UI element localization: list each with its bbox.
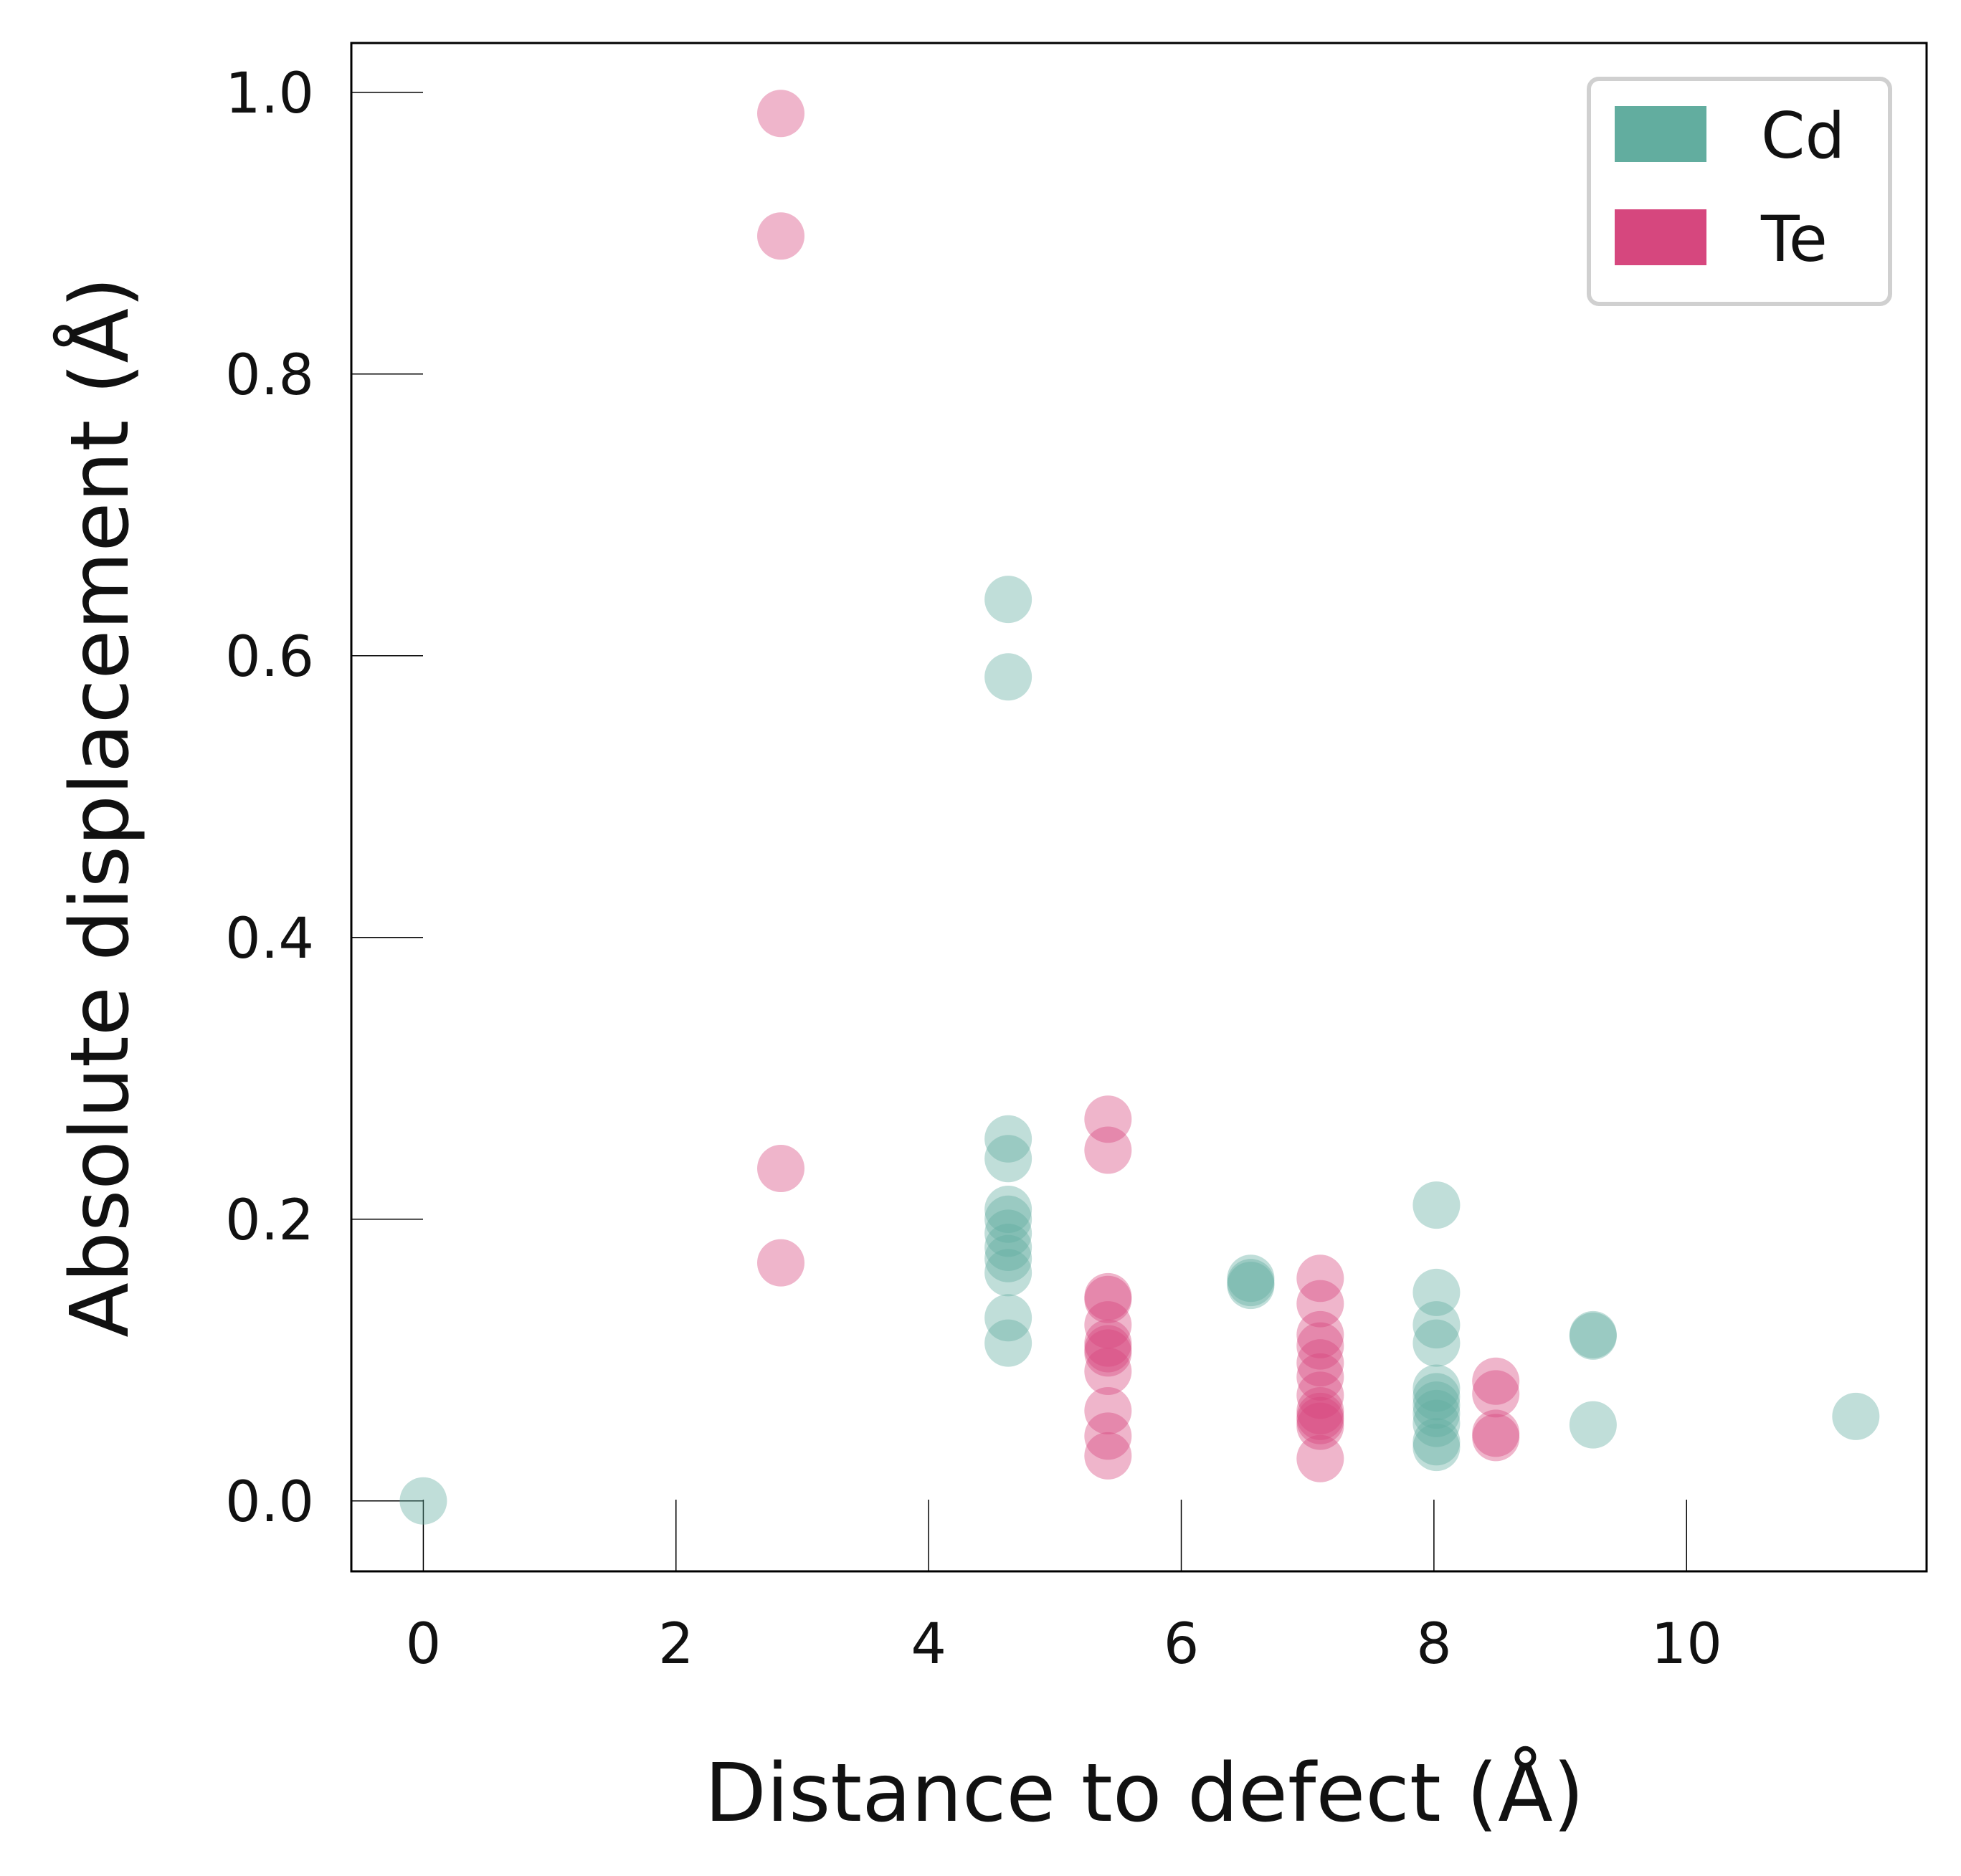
data-point-cd [984, 1135, 1032, 1183]
data-point-te [1084, 1329, 1132, 1377]
data-point-te [1084, 1319, 1132, 1367]
data-point-te [1296, 1353, 1344, 1401]
x-tick-label: 10 [1651, 1612, 1722, 1677]
data-point-cd [1412, 1181, 1461, 1229]
data-point-te [1296, 1434, 1344, 1482]
data-point-cd [1412, 1268, 1461, 1316]
data-point-cd [984, 1115, 1032, 1163]
data-point-te [1472, 1414, 1520, 1462]
data-point-cd [984, 1209, 1032, 1257]
data-point-cd [1412, 1389, 1461, 1437]
data-point-te [1472, 1370, 1520, 1418]
data-point-te [1084, 1325, 1132, 1373]
data-point-te [1084, 1275, 1132, 1323]
plot-frame [350, 42, 1928, 1573]
data-point-cd [1412, 1373, 1461, 1421]
data-point-te [757, 1239, 805, 1287]
y-tick-label: 0.2 [225, 1189, 314, 1253]
data-point-te [1296, 1386, 1344, 1434]
data-point-te [1472, 1409, 1520, 1457]
data-point-cd [1412, 1418, 1461, 1466]
data-point-cd [984, 576, 1032, 624]
data-point-cd [984, 1186, 1032, 1234]
x-tick-label: 2 [658, 1612, 694, 1677]
data-point-te [1472, 1357, 1520, 1405]
data-point-cd [984, 1294, 1032, 1342]
data-point-te [1296, 1254, 1344, 1303]
data-point-cd [984, 1195, 1032, 1243]
data-point-cd [1569, 1401, 1617, 1449]
data-point-te [1084, 1095, 1132, 1143]
data-point-cd [1412, 1399, 1461, 1447]
y-tick-label: 0.0 [225, 1470, 314, 1535]
data-point-cd [1412, 1301, 1461, 1349]
data-point-cd [1227, 1259, 1275, 1307]
x-tick-label: 0 [406, 1612, 442, 1677]
data-point-te [1084, 1386, 1132, 1434]
x-tick-label: 4 [911, 1612, 946, 1677]
data-point-cd [1227, 1254, 1275, 1303]
y-tick-label: 0.4 [225, 907, 314, 971]
data-point-te [757, 1145, 805, 1193]
y-tick-label: 0.6 [225, 625, 314, 690]
y-axis-title: Absolute displacement (Å) [53, 277, 147, 1338]
x-tick-label: 6 [1164, 1612, 1200, 1677]
data-point-cd [1412, 1364, 1461, 1412]
data-point-te [757, 90, 805, 138]
data-point-te [1084, 1432, 1132, 1480]
data-point-te [1296, 1396, 1344, 1444]
data-point-te [757, 212, 805, 260]
y-tick-label: 0.8 [225, 343, 314, 408]
legend-swatch-te [1615, 209, 1706, 265]
data-point-cd [1569, 1310, 1617, 1358]
x-tick-labels: 0 2 4 6 8 10 [406, 1612, 1722, 1677]
data-point-cd [399, 1477, 447, 1525]
data-point-te [1296, 1392, 1344, 1440]
legend-swatch-cd [1615, 106, 1706, 162]
data-point-te [1296, 1310, 1344, 1358]
data-point-te [1296, 1339, 1344, 1387]
data-point-te [1296, 1280, 1344, 1328]
data-point-te [1296, 1402, 1344, 1450]
data-points [399, 90, 1880, 1525]
data-point-cd [984, 1234, 1032, 1282]
data-point-cd [984, 1224, 1032, 1272]
legend: Cd Te [1587, 77, 1892, 306]
data-point-cd [1227, 1262, 1275, 1310]
data-point-cd [984, 1319, 1032, 1367]
x-axis-title: Distance to defect (Å) [705, 1746, 1585, 1840]
data-point-cd [984, 653, 1032, 701]
y-tick-labels: 0.0 0.2 0.4 0.6 0.8 1.0 [225, 62, 314, 1535]
axis-ticks [351, 92, 1688, 1571]
legend-label-te: Te [1760, 202, 1828, 276]
data-point-te [1084, 1301, 1132, 1349]
data-point-te [1296, 1322, 1344, 1370]
legend-label-cd: Cd [1761, 99, 1845, 173]
data-point-cd [1569, 1312, 1617, 1360]
data-point-cd [984, 1249, 1032, 1297]
data-point-te [1296, 1371, 1344, 1419]
data-point-cd [1412, 1381, 1461, 1429]
data-point-cd [1832, 1392, 1880, 1440]
data-point-cd [1412, 1319, 1461, 1367]
y-tick-label: 1.0 [225, 62, 314, 126]
data-point-te [1084, 1412, 1132, 1460]
data-point-cd [1412, 1424, 1461, 1472]
data-point-te [1084, 1272, 1132, 1320]
x-tick-label: 8 [1416, 1612, 1452, 1677]
data-point-te [1084, 1347, 1132, 1395]
data-point-te [1084, 1126, 1132, 1174]
